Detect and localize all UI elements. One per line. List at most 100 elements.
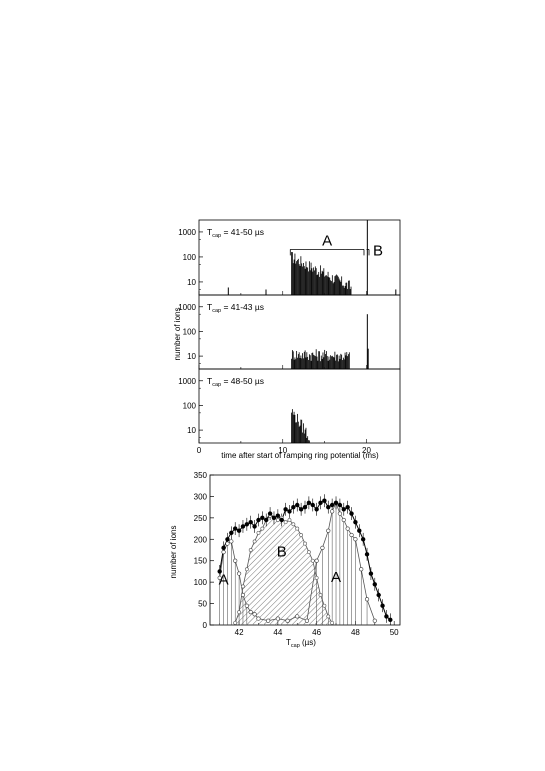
histogram-bar — [348, 280, 350, 295]
series-b-point — [330, 620, 335, 625]
series-a-point — [320, 545, 325, 550]
top-x-axis-label: time after start of ramping ring potenti… — [221, 451, 379, 460]
series-total-point — [353, 519, 358, 525]
histogram-bar — [292, 263, 294, 295]
histogram-bar — [305, 357, 307, 369]
bottom-x-axis-label-unit: (µs) — [300, 638, 316, 647]
x-tick-label: 46 — [312, 628, 321, 637]
series-total-point — [333, 500, 339, 506]
histogram-bar — [297, 354, 299, 369]
histogram-bar — [331, 355, 333, 369]
series-total-point — [384, 614, 389, 619]
series-a-point — [221, 550, 226, 555]
series-total-point — [225, 537, 230, 542]
histogram-bar — [322, 352, 324, 369]
histogram-bar — [306, 437, 308, 443]
histogram-bar — [330, 355, 332, 369]
x-tick-label: 44 — [273, 628, 282, 637]
series-total-point — [314, 507, 319, 512]
series-total-point — [345, 504, 350, 510]
histogram-bar — [348, 352, 350, 369]
series-a-point — [364, 597, 370, 602]
histogram-bar — [291, 252, 293, 295]
series-a-point — [295, 614, 300, 619]
histogram-bar — [323, 357, 325, 369]
series-b-point — [252, 539, 257, 544]
histogram-bar — [295, 422, 297, 443]
histogram-bar — [301, 358, 303, 369]
series-total-point — [380, 603, 385, 608]
histogram-bar — [300, 256, 302, 295]
histogram-bar — [320, 273, 322, 295]
y-tick-label: 200 — [194, 535, 208, 544]
histogram-bar — [341, 354, 343, 369]
series-total-point — [298, 507, 304, 512]
series-total-point — [326, 504, 331, 510]
histogram-bar — [297, 259, 298, 295]
histogram-bar — [321, 358, 323, 369]
series-total-point — [364, 552, 370, 557]
histogram-bar — [306, 267, 308, 295]
y-tick-label: 10 — [187, 352, 196, 361]
series-total-point — [260, 515, 265, 521]
series-b-point — [314, 575, 319, 580]
histogram-bar — [329, 277, 331, 295]
histogram-bar — [335, 275, 337, 295]
series-a-point — [341, 517, 346, 523]
histogram-bar — [303, 351, 305, 369]
histogram-bar — [314, 266, 316, 295]
histogram-bar — [304, 350, 306, 369]
y-tick-label: 1000 — [178, 377, 196, 386]
histogram-bar — [317, 274, 319, 295]
histogram-bar — [312, 271, 314, 295]
x-tick-label: 10 — [278, 446, 287, 455]
series-total-point — [357, 528, 362, 533]
x-tick-label: 50 — [390, 628, 399, 637]
series-total-point — [240, 524, 246, 529]
x-tick-label: 42 — [235, 628, 244, 637]
panel-label-sub: cap — [212, 382, 221, 388]
series-b-point — [295, 526, 300, 531]
histogram-bar — [348, 280, 349, 295]
histogram-bar — [293, 359, 295, 369]
histogram-bar — [330, 280, 332, 295]
histogram-bar — [326, 355, 328, 369]
series-total-point — [310, 502, 315, 508]
histogram-bar — [308, 359, 309, 369]
panel-label: Tcap = 41-43 µs — [207, 302, 264, 314]
histogram-bar — [291, 358, 292, 369]
histogram-bar — [343, 287, 345, 295]
series-total-point — [279, 517, 284, 523]
histogram-bar — [309, 355, 311, 369]
histogram-bar — [325, 275, 327, 295]
histogram-bar — [297, 258, 299, 295]
histogram-bar — [328, 356, 330, 369]
histogram-bar — [292, 414, 294, 443]
series-b-point — [241, 584, 245, 589]
series-a-point — [217, 575, 222, 580]
histogram-bar — [313, 267, 315, 295]
histogram-bar — [305, 261, 307, 295]
series-total-point — [252, 524, 257, 529]
series-b-point — [306, 550, 311, 555]
histogram-bar — [336, 354, 337, 369]
histogram-bar — [307, 356, 309, 369]
series-total-point — [337, 502, 343, 508]
series-total-point — [229, 530, 234, 536]
annotation-a: A — [322, 232, 332, 249]
series-b-point — [287, 518, 292, 522]
histogram-bar — [307, 267, 309, 295]
histogram-bar — [339, 280, 341, 295]
histogram-bar — [291, 412, 292, 443]
histogram-bar — [343, 359, 345, 369]
histogram-bar — [342, 285, 344, 295]
histogram-bar — [296, 261, 298, 295]
series-a-point — [275, 616, 280, 621]
series-b-point — [237, 610, 241, 615]
histogram-bar — [346, 352, 348, 369]
histogram-bar — [345, 355, 347, 369]
y-tick-label: 100 — [194, 578, 208, 587]
histogram-bar — [327, 271, 329, 295]
histogram-bar — [307, 436, 309, 443]
histogram-bar — [333, 281, 335, 295]
